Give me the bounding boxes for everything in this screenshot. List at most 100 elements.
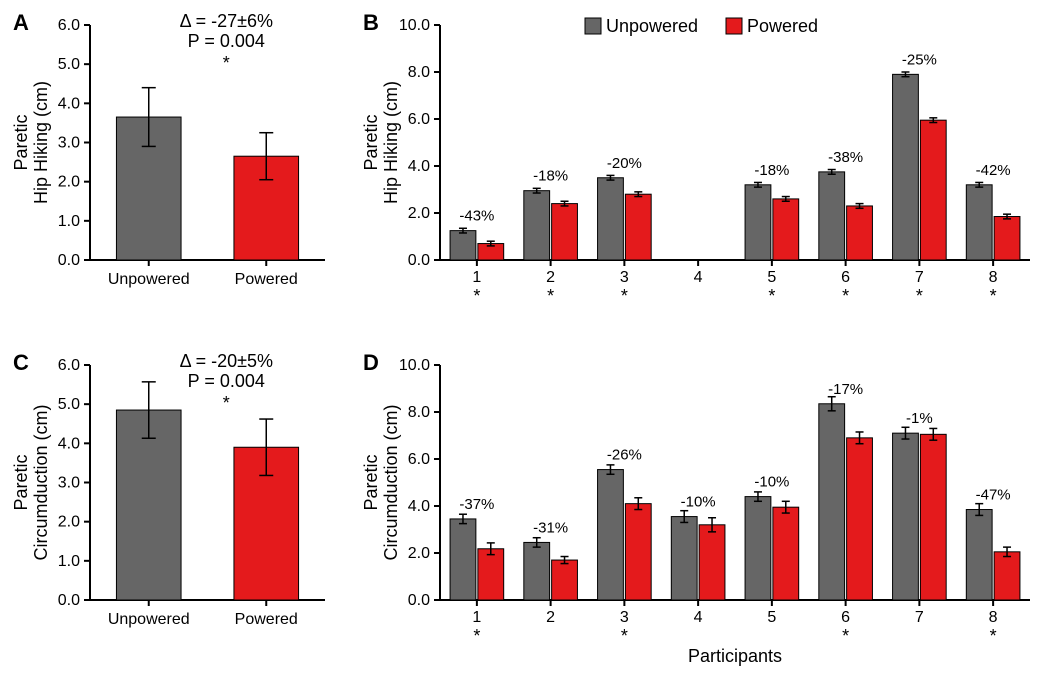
- svg-text:-18%: -18%: [754, 162, 789, 179]
- svg-text:2: 2: [546, 269, 555, 286]
- svg-text:1: 1: [472, 269, 481, 286]
- svg-text:Participants: Participants: [688, 646, 782, 666]
- svg-text:-18%: -18%: [533, 168, 568, 185]
- bar-unpowered-p5: [745, 497, 771, 600]
- svg-text:-47%: -47%: [976, 487, 1011, 504]
- svg-text:*: *: [990, 626, 997, 646]
- svg-text:5.0: 5.0: [58, 56, 80, 73]
- svg-text:Unpowered: Unpowered: [108, 271, 190, 288]
- svg-text:8.0: 8.0: [408, 64, 430, 81]
- svg-text:-31%: -31%: [533, 519, 568, 536]
- svg-text:-10%: -10%: [754, 474, 789, 491]
- svg-text:0.0: 0.0: [58, 252, 80, 269]
- svg-text:10.0: 10.0: [399, 17, 430, 34]
- svg-text:2: 2: [546, 609, 555, 626]
- svg-text:-17%: -17%: [828, 381, 863, 398]
- svg-text:0.0: 0.0: [408, 252, 430, 269]
- svg-text:-20%: -20%: [607, 155, 642, 172]
- svg-text:-42%: -42%: [976, 162, 1011, 179]
- bar-unpowered-p5: [745, 185, 771, 260]
- svg-text:Powered: Powered: [235, 611, 298, 628]
- bar-unpowered-p3: [598, 470, 624, 600]
- svg-text:4.0: 4.0: [58, 95, 80, 112]
- bar-unpowered-p8: [966, 510, 992, 600]
- svg-text:4.0: 4.0: [408, 498, 430, 515]
- bar-powered-p8: [994, 217, 1020, 260]
- bar-unpowered-p6: [819, 404, 845, 600]
- svg-text:*: *: [621, 626, 628, 646]
- svg-text:Circumduction (cm): Circumduction (cm): [31, 404, 51, 560]
- svg-text:*: *: [473, 626, 480, 646]
- bar-unpowered-p2: [524, 191, 550, 260]
- svg-text:-10%: -10%: [681, 494, 716, 511]
- bar-powered-p5: [773, 199, 799, 260]
- svg-text:7: 7: [915, 609, 924, 626]
- bar-powered-p8: [994, 552, 1020, 600]
- bar-unpowered-p3: [598, 178, 624, 260]
- svg-text:4.0: 4.0: [408, 158, 430, 175]
- svg-text:Hip Hiking (cm): Hip Hiking (cm): [381, 81, 401, 204]
- svg-text:B: B: [363, 10, 379, 35]
- svg-text:*: *: [990, 286, 997, 306]
- svg-text:0.0: 0.0: [58, 592, 80, 609]
- svg-text:6: 6: [841, 269, 850, 286]
- svg-text:-43%: -43%: [459, 208, 494, 225]
- svg-text:2.0: 2.0: [408, 205, 430, 222]
- svg-text:C: C: [13, 350, 29, 375]
- bar-powered-p3: [625, 194, 651, 260]
- legend-label-powered: Powered: [747, 16, 818, 36]
- bar-unpowered-p6: [819, 172, 845, 260]
- bar-powered-p2: [552, 560, 578, 600]
- figure-root: 0.01.02.03.04.05.06.0PareticHip Hiking (…: [0, 0, 1050, 699]
- svg-text:6.0: 6.0: [408, 111, 430, 128]
- bar-powered-p4: [699, 525, 725, 600]
- svg-text:D: D: [363, 350, 379, 375]
- svg-text:1.0: 1.0: [58, 553, 80, 570]
- svg-text:5.0: 5.0: [58, 396, 80, 413]
- svg-text:Δ = -20±5%: Δ = -20±5%: [180, 351, 273, 371]
- svg-text:4: 4: [694, 609, 703, 626]
- svg-text:6: 6: [841, 609, 850, 626]
- bar-powered-p3: [625, 504, 651, 600]
- svg-text:*: *: [842, 286, 849, 306]
- bar-unpowered-p8: [966, 185, 992, 260]
- bar-powered-p6: [847, 206, 873, 260]
- svg-text:Circumduction (cm): Circumduction (cm): [381, 404, 401, 560]
- svg-text:6.0: 6.0: [58, 357, 80, 374]
- legend-swatch-unpowered: [585, 18, 601, 34]
- svg-text:8: 8: [989, 609, 998, 626]
- svg-text:10.0: 10.0: [399, 357, 430, 374]
- svg-text:-1%: -1%: [906, 410, 933, 427]
- svg-text:1.0: 1.0: [58, 213, 80, 230]
- svg-text:*: *: [473, 286, 480, 306]
- svg-text:*: *: [223, 393, 230, 413]
- svg-text:1: 1: [472, 609, 481, 626]
- bar-powered-p7: [920, 120, 946, 260]
- svg-text:4: 4: [694, 269, 703, 286]
- svg-text:Powered: Powered: [235, 271, 298, 288]
- bar-unpowered-p7: [893, 433, 919, 600]
- svg-text:3.0: 3.0: [58, 135, 80, 152]
- bar-unpowered-p1: [450, 231, 476, 260]
- svg-text:8: 8: [989, 269, 998, 286]
- svg-text:A: A: [13, 10, 29, 35]
- svg-text:5: 5: [767, 609, 776, 626]
- legend-swatch-powered: [726, 18, 742, 34]
- svg-text:Paretic: Paretic: [11, 454, 31, 510]
- svg-text:2.0: 2.0: [58, 514, 80, 531]
- svg-text:8.0: 8.0: [408, 404, 430, 421]
- svg-text:5: 5: [767, 269, 776, 286]
- svg-text:7: 7: [915, 269, 924, 286]
- svg-text:6.0: 6.0: [58, 17, 80, 34]
- svg-text:Paretic: Paretic: [11, 114, 31, 170]
- svg-text:Paretic: Paretic: [361, 114, 381, 170]
- svg-text:Δ = -27±6%: Δ = -27±6%: [180, 11, 273, 31]
- svg-text:-25%: -25%: [902, 51, 937, 68]
- svg-text:3.0: 3.0: [58, 475, 80, 492]
- svg-text:*: *: [223, 53, 230, 73]
- svg-text:-26%: -26%: [607, 447, 642, 464]
- bar-powered-p2: [552, 204, 578, 260]
- svg-text:4.0: 4.0: [58, 435, 80, 452]
- svg-text:*: *: [916, 286, 923, 306]
- bar-unpowered-p4: [671, 517, 697, 600]
